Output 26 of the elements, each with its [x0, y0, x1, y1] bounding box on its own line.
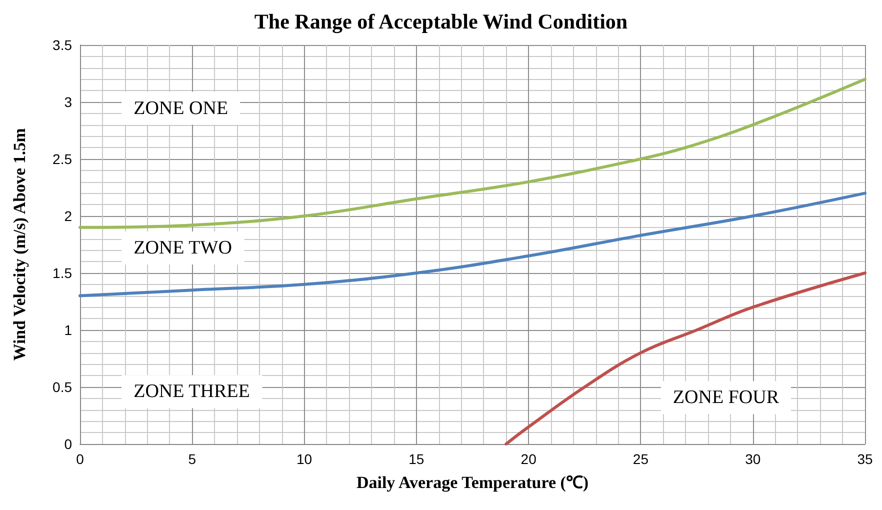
y-tick-label: 1.5: [52, 265, 72, 281]
annotation: ZONE TWO: [134, 237, 232, 258]
y-tick-label: 1: [64, 322, 72, 338]
line-series: [78, 78, 866, 229]
x-tick-label: 20: [520, 451, 537, 467]
line-series: [78, 192, 866, 298]
x-axis-title: Daily Average Temperature (℃): [356, 473, 589, 492]
y-axis-title: Wind Velocity (m/s) Above 1.5m: [10, 128, 29, 361]
x-tick-label: 10: [296, 451, 312, 467]
y-tick-label: 0.5: [52, 379, 72, 395]
x-tick-label: 35: [857, 451, 873, 467]
chart-title: The Range of Acceptable Wind Condition: [254, 10, 628, 34]
x-tick-label: 5: [188, 451, 196, 467]
x-tick-label: 30: [745, 451, 761, 467]
annotation: ZONE THREE: [134, 381, 250, 402]
y-tick-label: 3.5: [52, 37, 72, 53]
x-tick-label: 25: [632, 451, 649, 467]
line-series: [504, 272, 866, 446]
y-tick-label: 2.5: [52, 151, 72, 167]
y-tick-label: 3: [64, 94, 72, 110]
annotation: ZONE FOUR: [672, 387, 780, 408]
x-tick-label: 15: [408, 451, 424, 467]
x-tick-label: 0: [76, 451, 84, 467]
y-tick-label: 2: [64, 208, 72, 224]
annotation: ZONE ONE: [134, 98, 228, 119]
y-tick-label: 0: [64, 436, 72, 452]
